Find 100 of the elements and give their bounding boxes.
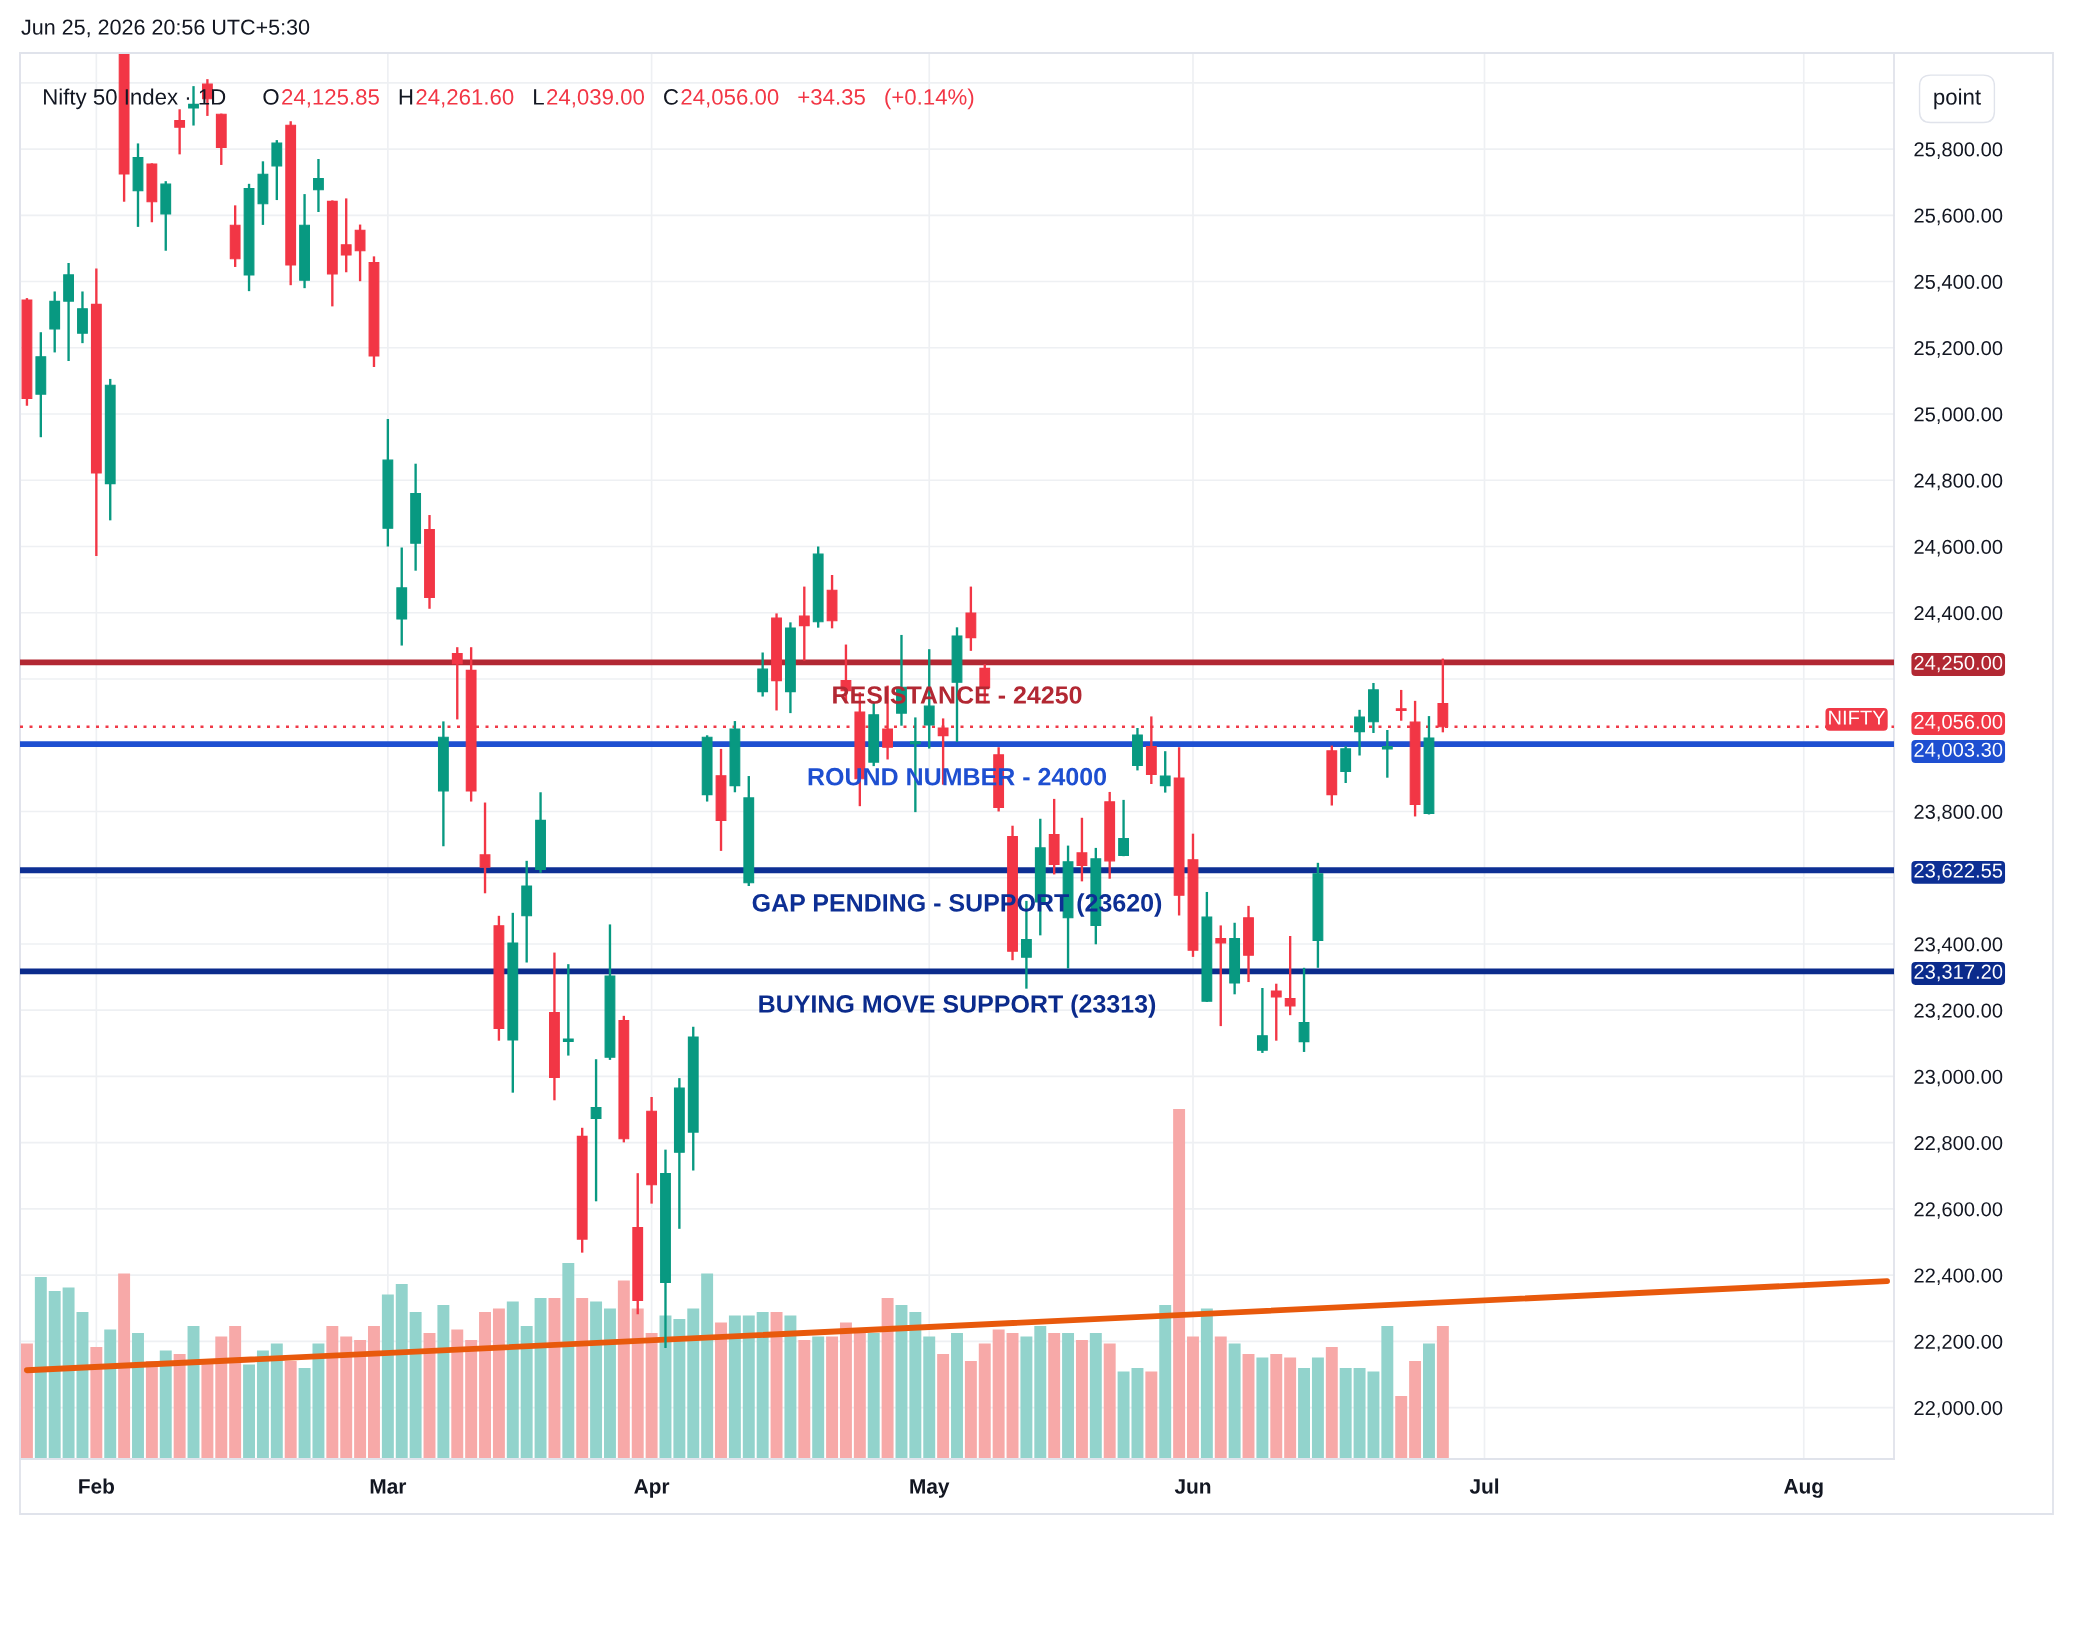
y-tick-label: 22,000.00	[1914, 1400, 2003, 1418]
bar	[354, 1339, 367, 1459]
bar	[1173, 1108, 1186, 1459]
candlestick	[1298, 966, 1310, 1054]
bar	[409, 1311, 422, 1459]
bar	[1020, 1336, 1033, 1459]
x-tick-label: May	[910, 1479, 950, 1498]
bar	[90, 1346, 103, 1459]
x-tick-label: Mar	[370, 1479, 407, 1494]
bar	[701, 1273, 714, 1459]
bar	[1214, 1336, 1227, 1459]
y-tick-label: 24,600.00	[1914, 539, 2003, 557]
ref-line-label: BUYING MOVE SUPPORT (23313)	[759, 994, 1156, 1018]
candlestick	[271, 138, 283, 202]
bar	[1048, 1332, 1061, 1459]
y-tick-label: 23,317.20	[1914, 964, 2003, 982]
bar	[770, 1311, 783, 1459]
bar	[1159, 1304, 1172, 1459]
y-tick-label: 25,400.00	[1914, 274, 2003, 292]
x-tick-label: Apr	[634, 1479, 670, 1498]
bar	[1423, 1343, 1435, 1459]
bar	[20, 1343, 33, 1459]
bar	[617, 1280, 630, 1459]
bar	[1256, 1357, 1269, 1459]
candlestick	[479, 801, 491, 895]
bar	[603, 1308, 616, 1459]
bar	[368, 1325, 380, 1459]
y-tick-label: 25,200.00	[1914, 341, 2003, 358]
bar	[964, 1360, 977, 1459]
bar	[798, 1339, 811, 1459]
bar	[1325, 1346, 1338, 1459]
bar	[1034, 1325, 1047, 1459]
bar	[992, 1329, 1005, 1459]
bar	[562, 1262, 575, 1459]
y-tick-label: 23,200.00	[1914, 1003, 2003, 1021]
bar	[1228, 1343, 1241, 1459]
candlestick	[1256, 986, 1268, 1055]
bar	[1284, 1357, 1297, 1459]
x-tick-label: Jul	[1469, 1478, 1499, 1494]
candlestick	[1118, 798, 1129, 858]
bar	[1298, 1367, 1311, 1459]
bar	[270, 1343, 283, 1459]
candlestick	[1159, 750, 1171, 794]
bar	[159, 1350, 172, 1459]
candlestick	[1381, 728, 1393, 779]
bar	[1409, 1360, 1422, 1459]
bar	[1242, 1353, 1255, 1459]
bar	[728, 1315, 741, 1459]
y-tick-label: 25,600.00	[1914, 208, 2003, 226]
bar	[853, 1332, 866, 1459]
y-tick-label: 23,000.00	[1914, 1069, 2003, 1087]
bar	[1006, 1332, 1019, 1459]
bar	[256, 1350, 269, 1459]
bar	[479, 1311, 491, 1459]
bar	[923, 1336, 936, 1459]
bar	[465, 1339, 478, 1459]
y-tick-label: 25,800.00	[1914, 142, 2003, 159]
bar	[756, 1311, 769, 1459]
x-tick-label: Feb	[79, 1478, 115, 1494]
bar	[437, 1304, 450, 1459]
bar	[867, 1332, 880, 1459]
bar	[715, 1322, 727, 1459]
candlestick	[1354, 708, 1365, 757]
bar	[145, 1360, 158, 1459]
text: O24,125.85 H24,261.60 L24,039.00 C24,056.00 +34.35 (+0.14%)	[263, 88, 974, 110]
y-tick-label: 24,800.00	[1914, 473, 2003, 491]
bar	[1200, 1308, 1213, 1459]
candlestick	[340, 197, 352, 274]
bar	[173, 1353, 186, 1459]
y-tick-label: 24,400.00	[1914, 605, 2003, 623]
bar	[1270, 1353, 1283, 1459]
bar	[326, 1325, 339, 1459]
bar	[451, 1329, 464, 1459]
bar	[812, 1336, 825, 1459]
bar	[395, 1283, 408, 1459]
candlestick	[313, 157, 324, 214]
bar	[826, 1336, 839, 1459]
bar	[1089, 1332, 1102, 1459]
y-axis-title: point	[1934, 88, 1981, 110]
bar	[1062, 1332, 1075, 1459]
bar	[118, 1273, 131, 1459]
bar	[381, 1294, 394, 1459]
bar	[631, 1308, 644, 1459]
bar	[132, 1332, 144, 1459]
bar	[937, 1353, 950, 1459]
candlestick	[354, 223, 366, 283]
bar	[576, 1297, 589, 1459]
bar	[506, 1301, 519, 1459]
candlestick	[757, 651, 769, 698]
bar	[1187, 1336, 1199, 1459]
y-tick-label: 24,250.00	[1914, 655, 2003, 673]
bar	[909, 1311, 922, 1459]
candlestick	[174, 108, 186, 156]
candlestick	[1215, 924, 1227, 1028]
bar	[687, 1308, 700, 1459]
ref-line-label: NIFTY	[1829, 710, 1886, 725]
bar	[1103, 1343, 1116, 1459]
candlestick	[1270, 982, 1282, 1042]
candlestick	[1395, 688, 1407, 722]
bar	[590, 1301, 603, 1459]
